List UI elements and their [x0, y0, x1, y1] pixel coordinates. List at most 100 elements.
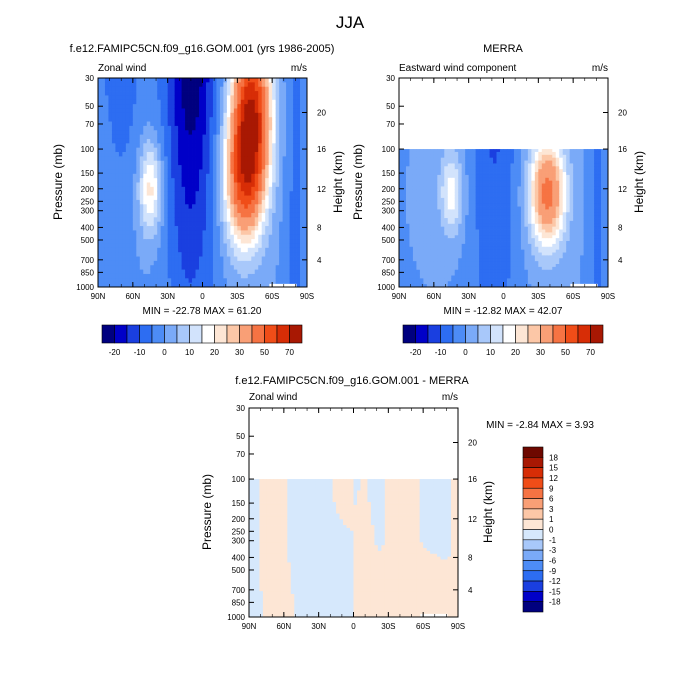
- colorbar-swatch: [522, 508, 544, 520]
- colorbar-label: 10: [185, 348, 194, 357]
- panel1-colorbar: -20 -10 0 10 20 30 50 70: [101, 324, 303, 357]
- height-tick-label: 16: [618, 145, 627, 154]
- colorbar-swatch: [577, 324, 591, 344]
- colorbar-label: 30: [235, 348, 244, 357]
- y-tick-label: 500: [81, 236, 95, 245]
- colorbar-swatch: [522, 570, 544, 582]
- x-tick-label: 60S: [566, 292, 580, 301]
- y-tick-label: 250: [232, 527, 246, 536]
- y-tick-label: 700: [382, 256, 396, 265]
- height-tick-label: 8: [468, 553, 473, 562]
- panel2-colorbar: -20 -10 0 10 20 30 50 70: [402, 324, 604, 357]
- panel1-minmax: MIN = -22.78 MAX = 61.20: [143, 306, 262, 317]
- colorbar-swatch: [552, 324, 566, 344]
- y-tick-label: 70: [236, 450, 245, 459]
- colorbar-swatch: [565, 324, 579, 344]
- y-tick-label: 50: [386, 102, 395, 111]
- y-tick-label: 850: [382, 268, 396, 277]
- colorbar-swatch: [515, 324, 529, 344]
- colorbar-label: 70: [285, 348, 294, 357]
- y-tick-label: 150: [232, 499, 246, 508]
- colorbar-swatch: [264, 324, 278, 344]
- y-tick-label: 30: [386, 74, 395, 83]
- x-tick-label: 90N: [392, 292, 407, 301]
- colorbar-label: 20: [511, 348, 520, 357]
- panel-model: f.e12.FAMIPC5CN.f09_g16.GOM.001 (yrs 198…: [51, 43, 345, 357]
- colorbar-label: -12: [549, 577, 561, 586]
- y-tick-label: 150: [81, 169, 95, 178]
- height-tick-label: 16: [317, 145, 326, 154]
- colorbar-swatch: [522, 539, 544, 551]
- colorbar-label: 0: [463, 348, 468, 357]
- y-tick-label: 250: [382, 197, 396, 206]
- colorbar-label: -10: [134, 348, 146, 357]
- panel3-subtitle-left: Zonal wind: [249, 392, 297, 403]
- colorbar-swatch: [126, 324, 140, 344]
- x-tick-label: 30S: [531, 292, 545, 301]
- colorbar-label: -3: [549, 546, 557, 555]
- colorbar-label: 1: [549, 515, 554, 524]
- x-tick-label: 30N: [461, 292, 476, 301]
- colorbar-label: 0: [549, 526, 554, 535]
- colorbar-label: 15: [549, 464, 558, 473]
- colorbar-swatch: [289, 324, 303, 344]
- colorbar-swatch: [251, 324, 265, 344]
- y-tick-label: 30: [85, 74, 94, 83]
- y-tick-label: 500: [232, 566, 246, 575]
- colorbar-label: 3: [549, 505, 554, 514]
- x-tick-label: 60N: [426, 292, 441, 301]
- colorbar-swatch: [490, 324, 504, 344]
- height-tick-label: 12: [317, 185, 326, 194]
- colorbar-swatch: [440, 324, 454, 344]
- y-tick-label: 300: [382, 207, 396, 216]
- colorbar-label: -15: [549, 587, 561, 596]
- y-tick-label: 1000: [377, 283, 395, 292]
- colorbar-label: 18: [549, 453, 558, 462]
- y-tick-label: 70: [386, 120, 395, 129]
- colorbar-swatch: [522, 498, 544, 510]
- panel1-y2label: Height (km): [331, 151, 345, 213]
- colorbar-label: -9: [549, 567, 557, 576]
- colorbar-label: 9: [549, 484, 554, 493]
- colorbar-label: 70: [586, 348, 595, 357]
- colorbar-swatch: [502, 324, 516, 344]
- colorbar-swatch: [226, 324, 240, 344]
- y-tick-label: 400: [382, 223, 396, 232]
- panel1-plot-area: 90N 60N 30N 0 30S 60S 90S 30 50 70 100 150 200 250300…: [76, 74, 326, 301]
- y-tick-label: 300: [232, 537, 246, 546]
- colorbar-label: -10: [435, 348, 447, 357]
- x-tick-label: 0: [200, 292, 205, 301]
- panel3-y2label: Height (km): [481, 481, 495, 543]
- colorbar-swatch: [522, 446, 544, 458]
- colorbar-swatch: [402, 324, 416, 344]
- y-tick-label: 50: [85, 102, 94, 111]
- panel3-minmax: MIN = -2.84 MAX = 3.93: [486, 420, 594, 431]
- panel1-title: f.e12.FAMIPC5CN.f09_g16.GOM.001 (yrs 198…: [70, 43, 335, 55]
- colorbar-swatch: [522, 591, 544, 602]
- colorbar-swatch: [214, 324, 228, 344]
- y-tick-label: 250: [81, 197, 95, 206]
- colorbar-label: 50: [561, 348, 570, 357]
- y-tick-label: 1000: [227, 613, 245, 622]
- panel2-subtitle-right: m/s: [592, 63, 608, 74]
- page-title: JJA: [336, 13, 365, 32]
- panel1-subtitle-left: Zonal wind: [98, 63, 146, 74]
- height-tick-label: 4: [317, 256, 322, 265]
- colorbar-swatch: [522, 549, 544, 561]
- colorbar-swatch: [522, 580, 544, 592]
- height-tick-label: 4: [468, 586, 473, 595]
- panel3-plot-area: 90N 60N 30N 0 30S 60S 90S 30 50 70 100 150 200 250300…: [227, 404, 477, 631]
- colorbar-swatch: [151, 324, 165, 344]
- x-tick-label: 60N: [125, 292, 140, 301]
- x-tick-label: 60S: [265, 292, 279, 301]
- x-tick-label: 0: [501, 292, 506, 301]
- colorbar-label: 30: [536, 348, 545, 357]
- colorbar-label: 50: [260, 348, 269, 357]
- height-tick-label: 20: [468, 438, 477, 447]
- colorbar-swatch: [114, 324, 128, 344]
- colorbar-swatch: [139, 324, 153, 344]
- colorbar-swatch: [590, 324, 604, 344]
- height-tick-label: 12: [468, 515, 477, 524]
- colorbar-swatch: [164, 324, 178, 344]
